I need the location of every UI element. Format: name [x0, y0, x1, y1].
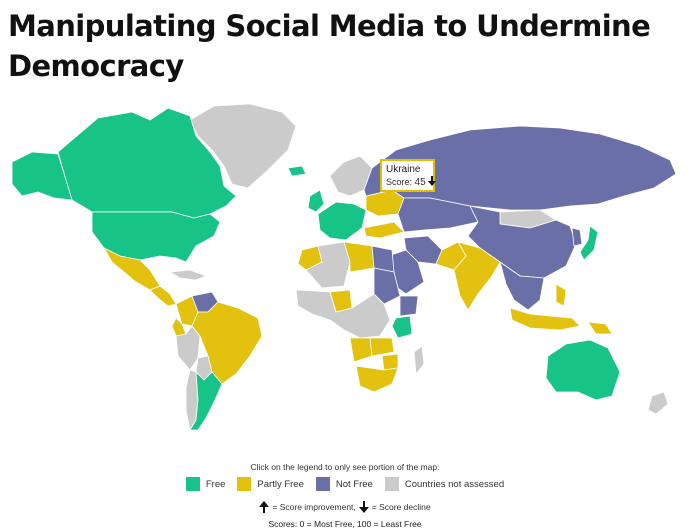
country-libya[interactable] — [343, 241, 375, 273]
country-southeast-asia[interactable] — [499, 261, 545, 311]
country-new-zealand[interactable] — [647, 391, 669, 415]
country-central-africa[interactable] — [295, 289, 391, 339]
legend-label-not-assessed: Countries not assessed — [404, 478, 505, 490]
country-papua-new-guinea[interactable] — [587, 321, 613, 335]
legend-item-not-assessed[interactable]: Countries not assessed — [384, 477, 505, 491]
score-improvement-label: = Score improvement, — [272, 502, 356, 512]
legend-instruction: Click on the legend to only see portion … — [250, 462, 440, 472]
country-sudan[interactable] — [373, 267, 401, 305]
country-alaska[interactable] — [11, 151, 73, 201]
score-decline-arrow-icon — [428, 176, 437, 186]
legend-label-not-free: Not Free — [335, 478, 373, 490]
tooltip-country-name: Ukraine — [386, 164, 421, 175]
country-greenland[interactable] — [189, 103, 297, 189]
world-map[interactable] — [0, 95, 690, 455]
legend-label-partly-free: Partly Free — [257, 478, 304, 490]
legend-item-not-free[interactable]: Not Free — [315, 477, 373, 491]
legend-swatch-free — [185, 477, 200, 491]
legend-item-free[interactable]: Free — [185, 477, 226, 491]
country-ethiopia[interactable] — [399, 295, 419, 317]
tooltip-score: Score: 45 — [386, 176, 437, 189]
score-arrows-note: = Score improvement, = Score decline — [0, 501, 690, 513]
country-korea[interactable] — [571, 227, 583, 247]
legend: Free Partly Free Not Free Countries not … — [0, 477, 690, 491]
country-tooltip: Ukraine Score: 45 — [380, 159, 437, 192]
country-united-kingdom[interactable] — [307, 189, 325, 213]
score-improvement-arrow-icon — [259, 501, 270, 513]
legend-swatch-not-assessed — [384, 477, 399, 491]
country-kazakhstan[interactable] — [397, 197, 479, 233]
country-madagascar[interactable] — [413, 345, 425, 375]
country-western-europe[interactable] — [317, 201, 367, 241]
country-argentina[interactable] — [189, 371, 223, 431]
country-turkey[interactable] — [363, 221, 405, 239]
country-angola[interactable] — [349, 337, 373, 363]
legend-item-partly-free[interactable]: Partly Free — [237, 477, 304, 491]
country-iceland[interactable] — [287, 165, 307, 177]
country-zimbabwe[interactable] — [381, 353, 399, 371]
legend-swatch-partly-free — [237, 477, 252, 491]
country-kenya[interactable] — [391, 315, 413, 339]
country-japan[interactable] — [579, 225, 599, 261]
legend-label-free: Free — [205, 478, 226, 490]
country-indonesia[interactable] — [509, 307, 581, 331]
country-india[interactable] — [453, 241, 501, 311]
score-decline-legend-arrow-icon — [358, 501, 369, 513]
country-australia[interactable] — [545, 339, 621, 401]
country-south-africa[interactable] — [355, 365, 399, 393]
country-china[interactable] — [467, 205, 577, 279]
score-decline-label: = Score decline — [371, 502, 431, 512]
country-central-america[interactable] — [149, 285, 177, 307]
country-russia[interactable] — [363, 125, 677, 211]
tooltip-score-value: 45 — [414, 177, 426, 188]
page-title: Manipulating Social Media to Undermine D… — [8, 9, 651, 83]
country-peru[interactable] — [175, 325, 201, 371]
country-philippines[interactable] — [555, 283, 567, 307]
tooltip-score-label: Score: — [386, 177, 413, 187]
score-scale-note: Scores: 0 = Most Free, 100 = Least Free — [268, 519, 422, 529]
country-caribbean[interactable] — [169, 269, 207, 281]
country-brazil[interactable] — [191, 301, 263, 385]
legend-swatch-not-free — [315, 477, 330, 491]
country-zambia[interactable] — [369, 337, 395, 357]
